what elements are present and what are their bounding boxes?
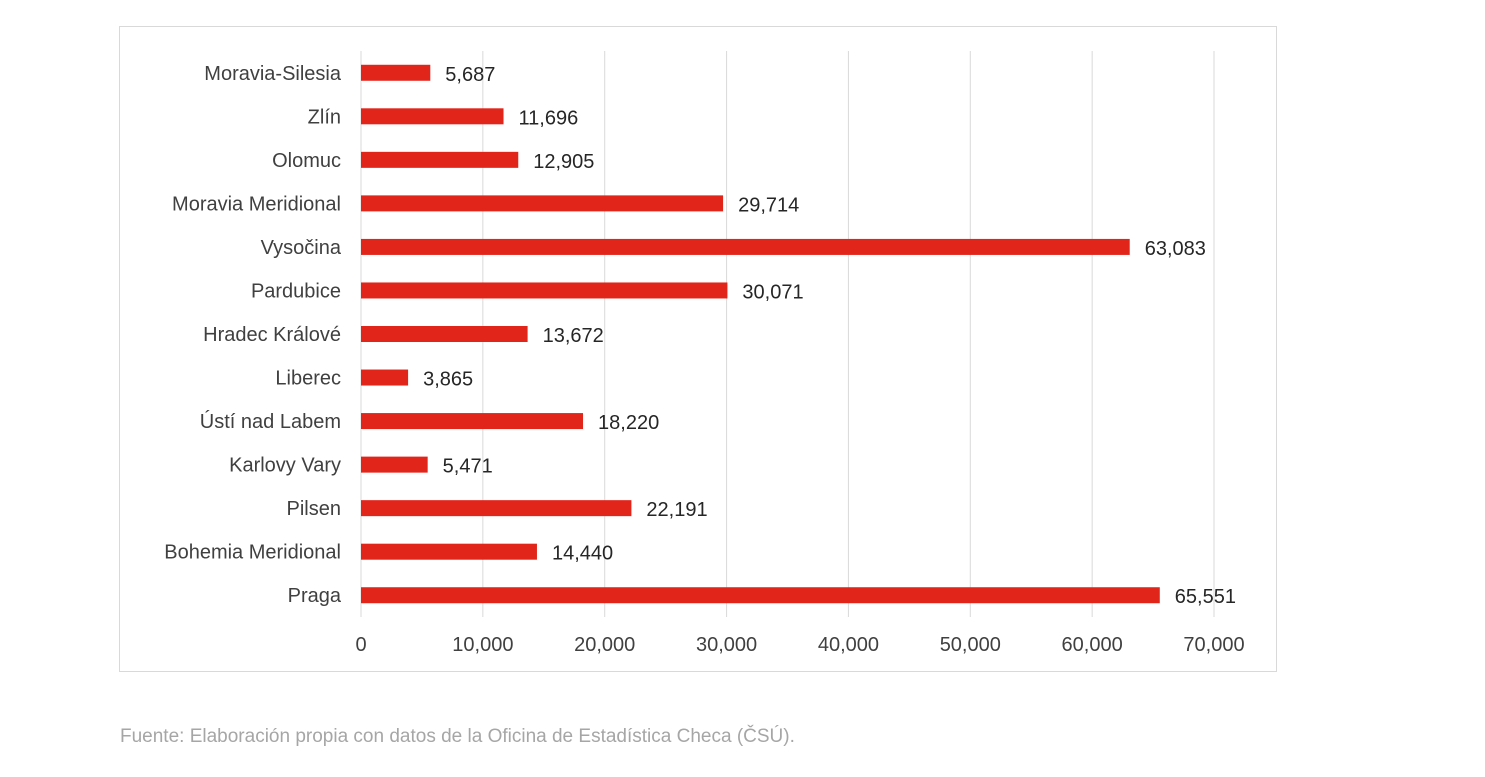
data-label: 65,551	[1175, 586, 1236, 608]
category-label: Pardubice	[251, 280, 341, 302]
data-label: 18,220	[598, 412, 659, 434]
data-label: 14,440	[552, 543, 613, 565]
x-tick-label: 50,000	[940, 634, 1001, 656]
x-tick-label: 70,000	[1183, 634, 1244, 656]
category-label: Moravia Meridional	[172, 193, 341, 215]
data-label: 63,083	[1145, 238, 1206, 260]
x-tick-label: 30,000	[696, 634, 757, 656]
data-label: 5,687	[445, 64, 495, 86]
category-label: Bohemia Meridional	[164, 542, 341, 564]
category-label: Pilsen	[287, 498, 341, 520]
data-label: 22,191	[646, 499, 707, 521]
bar	[361, 587, 1160, 604]
bar	[361, 369, 409, 386]
bar	[361, 543, 537, 560]
bar	[361, 413, 584, 430]
bar	[361, 238, 1130, 255]
x-tick-label: 40,000	[818, 634, 879, 656]
bar	[361, 195, 724, 212]
category-label: Vysočina	[261, 237, 342, 259]
x-tick-label: 60,000	[1062, 634, 1123, 656]
data-label: 3,865	[423, 369, 473, 391]
category-label: Praga	[288, 585, 342, 607]
bar	[361, 456, 428, 473]
category-label: Karlovy Vary	[229, 455, 341, 477]
data-label: 29,714	[738, 194, 799, 216]
category-label: Liberec	[275, 368, 341, 390]
category-label: Hradec Králové	[203, 324, 341, 346]
category-label: Moravia-Silesia	[204, 63, 342, 85]
bar	[361, 151, 519, 168]
data-label: 11,696	[519, 107, 579, 129]
data-label: 5,471	[443, 456, 493, 478]
data-label: 30,071	[742, 281, 803, 303]
source-note: Fuente: Elaboración propia con datos de …	[120, 726, 795, 747]
bar	[361, 326, 528, 342]
data-label: 12,905	[533, 151, 594, 173]
bar	[361, 282, 728, 299]
chart-frame: Moravia-Silesia 5,687 Zlín 11,696 Olomuc 12,9…	[119, 26, 1277, 672]
data-label: 13,672	[543, 325, 604, 347]
category-label: Zlín	[308, 106, 341, 128]
x-tick-label: 20,000	[574, 634, 635, 656]
bar	[361, 64, 431, 81]
x-tick-label: 0	[355, 634, 366, 656]
x-tick-label: 10,000	[452, 634, 513, 656]
category-label: Ústí nad Labem	[200, 410, 341, 433]
category-label: Olomuc	[272, 150, 341, 172]
bar-chart: Moravia-Silesia 5,687 Zlín 11,696 Olomuc 12,9…	[164, 51, 1245, 656]
bar	[361, 500, 632, 517]
bar	[361, 108, 504, 125]
